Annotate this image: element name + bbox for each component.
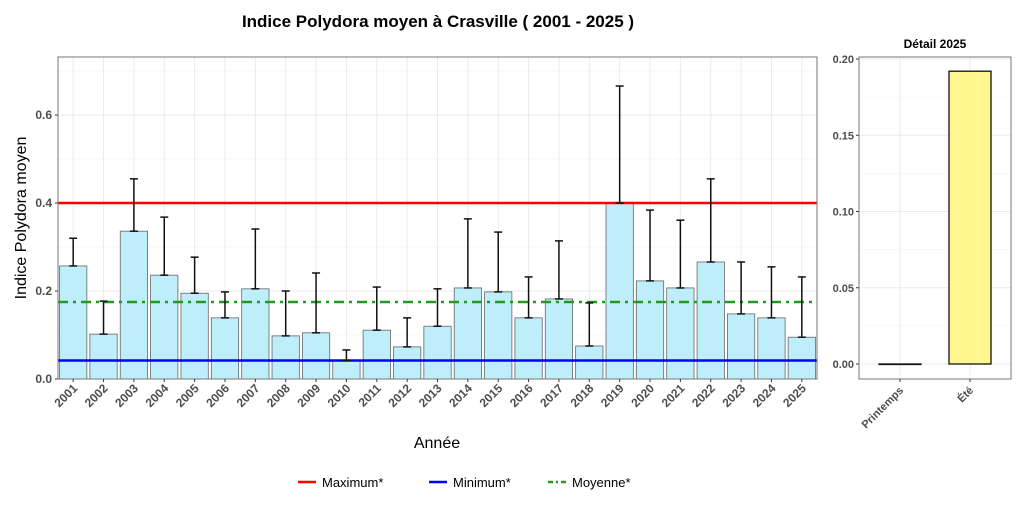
bar-2019 [605, 202, 634, 380]
x-tick-label: 2002 [82, 381, 111, 410]
x-tick-label: 2020 [628, 381, 657, 410]
bar-2008 [271, 335, 300, 380]
bar-Printemps [878, 363, 922, 366]
bar-2002 [89, 333, 118, 380]
x-tick-label: 2009 [294, 381, 323, 410]
legend-label: Maximum* [322, 475, 383, 490]
bar-2005 [180, 292, 209, 380]
x-tick-label: 2022 [689, 381, 718, 410]
x-tick-label: 2008 [264, 381, 293, 410]
bar-2001 [59, 265, 88, 380]
x-tick-label: 2021 [659, 381, 688, 410]
x-tick-label: 2006 [203, 381, 232, 410]
bar-2009 [301, 332, 331, 380]
x-tick-label: 2023 [719, 381, 748, 410]
bar-2016 [514, 317, 543, 380]
y-tick-label: 0.05 [833, 283, 854, 295]
y-tick-label: 0.20 [833, 54, 854, 66]
x-tick-label: 2014 [446, 381, 475, 410]
bar-2015 [484, 291, 513, 380]
bar-2013 [423, 325, 452, 380]
bar-2011 [362, 329, 391, 380]
legend-label: Moyenne* [572, 475, 631, 490]
bar-2004 [150, 274, 179, 380]
legend: Maximum* Minimum* Moyenne* [298, 475, 631, 490]
x-tick-label: 2015 [477, 381, 506, 410]
bar-2024 [757, 317, 786, 380]
x-tick-label: 2013 [416, 381, 445, 410]
x-tick-label: 2018 [568, 381, 597, 410]
y-tick-label: 0.6 [35, 108, 52, 122]
main-chart-title: Indice Polydora moyen à Crasville ( 2001… [242, 12, 634, 31]
x-tick-label: 2012 [385, 381, 414, 410]
detail-chart-title: Détail 2025 [904, 37, 967, 51]
x-tick-label: Été [955, 384, 976, 405]
x-tick-label: 2007 [234, 381, 263, 410]
x-tick-label: 2011 [356, 381, 385, 410]
x-tick-label: 2025 [780, 381, 809, 410]
bar-Été [948, 70, 992, 365]
bar-2023 [727, 313, 756, 380]
bar-2007 [241, 288, 270, 380]
bar-2012 [393, 346, 422, 380]
y-tick-label: 0.2 [35, 284, 52, 298]
y-axis-label: Indice Polydora moyen [13, 137, 30, 300]
bar-2003 [119, 230, 148, 380]
y-tick-label: 0.00 [833, 359, 854, 371]
y-tick-label: 0.10 [833, 207, 854, 219]
bar-2020 [635, 280, 665, 380]
x-tick-label: 2016 [507, 381, 536, 410]
y-tick-label: 0.4 [35, 196, 52, 210]
y-tick-label: 0.0 [35, 372, 52, 386]
x-tick-label: 2019 [598, 381, 627, 410]
x-tick-label: 2024 [750, 381, 779, 410]
x-tick-label: 2017 [537, 381, 566, 410]
bar-2006 [210, 317, 240, 380]
x-tick-label: 2005 [173, 381, 202, 410]
x-tick-label: 2003 [112, 381, 141, 410]
bar-2010 [332, 360, 361, 380]
x-tick-label: 2001 [52, 381, 81, 410]
y-tick-label: 0.15 [833, 130, 854, 142]
detail-plot-border [858, 56, 1012, 380]
x-tick-label: 2010 [325, 381, 354, 410]
x-tick-label: 2004 [143, 381, 172, 410]
bar-2018 [575, 345, 604, 380]
legend-label: Minimum* [453, 475, 511, 490]
x-axis-label: Année [414, 435, 460, 452]
bar-2025 [787, 336, 816, 380]
bar-2017 [544, 298, 574, 380]
x-tick-label: Printemps [860, 385, 907, 432]
